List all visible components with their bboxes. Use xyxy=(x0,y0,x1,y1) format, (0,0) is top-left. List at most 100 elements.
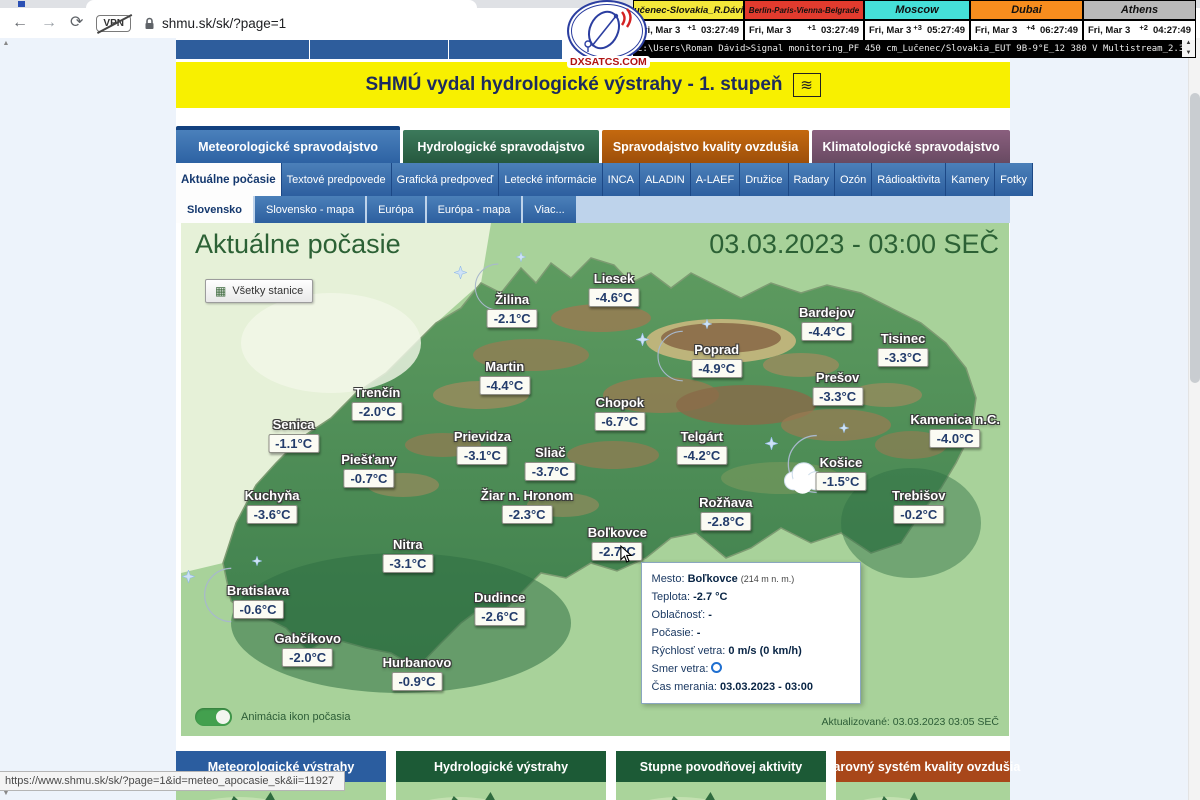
city-station[interactable]: Rožňava -2.8°C xyxy=(699,495,753,532)
bottom-panel[interactable]: Stupne povodňovej aktivity xyxy=(616,751,826,800)
city-temperature: -4.9°C xyxy=(691,359,743,379)
city-temperature: -0.9°C xyxy=(391,671,443,691)
page-scrollbar[interactable] xyxy=(1188,38,1200,800)
city-station[interactable]: Kuchyňa -3.6°C xyxy=(245,488,300,524)
reload-icon[interactable]: ⟳ xyxy=(70,14,84,31)
sub-tab[interactable]: Radary xyxy=(788,163,835,196)
city-station[interactable]: Tisinec -3.3°C xyxy=(877,331,929,367)
bottom-panel[interactable]: Varovný systém kvality ovzdušia xyxy=(826,751,1020,800)
vpn-badge[interactable]: VPN xyxy=(96,14,131,32)
city-name: Prešov xyxy=(815,370,860,386)
sub-tab[interactable]: A-LAEF xyxy=(690,163,741,196)
main-tab[interactable]: Klimatologické spravodajstvo xyxy=(812,130,1010,163)
main-tab[interactable]: Hydrologické spravodajstvo xyxy=(403,130,600,163)
all-stations-button[interactable]: ▦ Všetky stanice xyxy=(205,279,314,303)
bottom-panel[interactable]: Hydrologické výstrahy xyxy=(396,751,606,800)
clock-panel: Berlin-Paris-Vienna-Belgrade Fri, Mar 3 … xyxy=(745,1,865,40)
scrollbar-up-icon[interactable]: ▲ xyxy=(2,40,10,47)
map-updated-timestamp: Aktualizované: 03.03.2023 03:05 SEČ xyxy=(821,716,999,728)
sub-tab[interactable]: ALADIN xyxy=(639,163,691,196)
city-name: Poprad xyxy=(694,342,740,358)
forward-icon[interactable]: → xyxy=(41,14,57,31)
sub-tab[interactable]: Aktuálne počasie xyxy=(176,163,282,196)
city-station[interactable]: Liesek -4.6°C xyxy=(588,270,640,307)
city-temperature: -2.8°C xyxy=(700,512,752,532)
main-tab[interactable]: Meteorologické spravodajstvo xyxy=(176,126,401,163)
region-tab[interactable]: Slovensko - mapa xyxy=(255,196,368,223)
url-box[interactable]: shmu.sk/sk/?page=1 xyxy=(144,16,286,31)
sub-tab[interactable]: Kamery xyxy=(946,163,996,196)
sub-tab[interactable]: Fotky xyxy=(995,163,1034,196)
night-weather-icon xyxy=(764,423,849,495)
city-station[interactable]: Senica -1.1°C xyxy=(268,417,320,454)
city-station[interactable]: Trenčín -2.0°C xyxy=(351,385,403,422)
hydro-warning-banner[interactable]: SHMÚ vydal hydrologické výstrahy - 1. st… xyxy=(176,62,1010,108)
scrollbar-thumb[interactable] xyxy=(1190,93,1200,383)
scroll-down-icon[interactable]: ▼ xyxy=(1185,49,1192,56)
sub-tab-label: Radary xyxy=(793,173,829,186)
site-header-nav[interactable] xyxy=(176,40,562,59)
city-name: Trenčín xyxy=(354,385,401,401)
scroll-up-icon[interactable]: ▲ xyxy=(1185,40,1192,46)
clock-date: Fri, Mar 3 xyxy=(869,25,912,36)
city-station[interactable]: Kamenica n.C. -4.0°C xyxy=(910,412,1000,449)
sub-tab[interactable]: Textové predpovede xyxy=(281,163,392,196)
sub-tab-label: Ozón xyxy=(839,173,867,186)
console-scrollbar[interactable]: ▲ ▼ xyxy=(1182,40,1195,57)
city-station[interactable]: Hurbanovo -0.9°C xyxy=(383,655,451,691)
city-station[interactable]: Žiar n. Hronom -2.3°C xyxy=(481,488,573,524)
animation-toggle[interactable] xyxy=(195,708,232,726)
sub-tab[interactable]: Ozón xyxy=(834,163,873,196)
city-station[interactable]: Poprad -4.9°C xyxy=(691,342,743,379)
city-station[interactable]: Martin -4.4°C xyxy=(479,359,531,395)
city-station[interactable]: Telgárt -4.2°C xyxy=(676,429,728,466)
city-station[interactable]: Prievidza -3.1°C xyxy=(454,429,511,466)
city-station[interactable]: Žilina -2.1°C xyxy=(486,292,538,329)
region-tab[interactable]: Európa - mapa xyxy=(426,196,524,223)
region-tab[interactable]: Európa xyxy=(367,196,427,223)
clock-time-row: Fri, Mar 3 +1 03:27:49 xyxy=(634,21,743,40)
city-station[interactable]: Trebišov -0.2°C xyxy=(892,488,945,524)
city-temperature: -2.1°C xyxy=(486,309,538,329)
sub-tab[interactable]: Grafická predpoveď xyxy=(391,163,500,196)
city-station[interactable]: Nitra -3.1°C xyxy=(382,537,434,574)
clock-time-row: Fri, Mar 3 +4 06:27:49 xyxy=(971,21,1082,40)
city-station[interactable]: Boľkovce -2.7°C xyxy=(588,525,647,561)
city-station[interactable]: Bratislava -0.6°C xyxy=(227,583,289,619)
city-station[interactable]: Dudince -2.6°C xyxy=(474,590,525,626)
clock-time-row: Fri, Mar 3 +2 04:27:49 xyxy=(1084,21,1195,40)
city-temperature: -1.5°C xyxy=(815,472,867,492)
tooltip-row-cloud: Oblačnosť: - xyxy=(651,608,712,621)
sub-tab-label: Družice xyxy=(745,173,783,186)
city-name: Sliač xyxy=(535,444,566,460)
tooltip-row-temp: Teplota: -2.7 °C xyxy=(651,590,728,603)
sub-tab[interactable]: INCA xyxy=(602,163,640,196)
city-station[interactable]: Prešov -3.3°C xyxy=(812,370,864,407)
region-tab[interactable]: Viac... xyxy=(523,196,578,223)
sub-tab-label: A-LAEF xyxy=(695,173,735,186)
city-name: Liesek xyxy=(593,270,635,286)
browser-tab[interactable] xyxy=(86,0,477,8)
clock-date: Fri, Mar 3 xyxy=(975,25,1018,36)
city-temperature: -3.7°C xyxy=(524,461,576,481)
city-station[interactable]: Košice -1.5°C xyxy=(815,455,867,492)
city-temperature: -2.7°C xyxy=(591,541,643,561)
region-tabs: Slovensko Slovensko - mapa Európa Európa - … xyxy=(176,196,1010,223)
weather-map[interactable]: Aktuálne počasie 03.03.2023 - 03:00 SEČ … xyxy=(181,223,1009,736)
city-temperature: -3.6°C xyxy=(246,504,298,524)
city-station[interactable]: Chopok -6.7°C xyxy=(594,395,646,432)
sub-tab[interactable]: Družice xyxy=(740,163,789,196)
region-tab[interactable]: Slovensko xyxy=(176,196,256,223)
back-icon[interactable]: ← xyxy=(12,14,28,31)
main-tab-label: Spravodajstvo kvality ovzdušia xyxy=(612,139,799,154)
animation-toggle-label: Animácia ikon počasia xyxy=(241,711,351,723)
city-station[interactable]: Piešťany -0.7°C xyxy=(341,452,397,489)
sub-tab[interactable]: Rádioaktivita xyxy=(872,163,947,196)
city-station[interactable]: Sliač -3.7°C xyxy=(524,444,576,481)
city-station[interactable]: Bardejov -4.4°C xyxy=(799,305,855,342)
sub-tab[interactable]: Letecké informácie xyxy=(499,163,603,196)
map-datetime: 03.03.2023 - 03:00 SEČ xyxy=(709,229,999,259)
city-station[interactable]: Gabčíkovo -2.0°C xyxy=(274,631,341,667)
main-tab[interactable]: Spravodajstvo kvality ovzdušia xyxy=(602,130,810,163)
scrollbar-down-icon[interactable]: ▼ xyxy=(2,790,10,797)
